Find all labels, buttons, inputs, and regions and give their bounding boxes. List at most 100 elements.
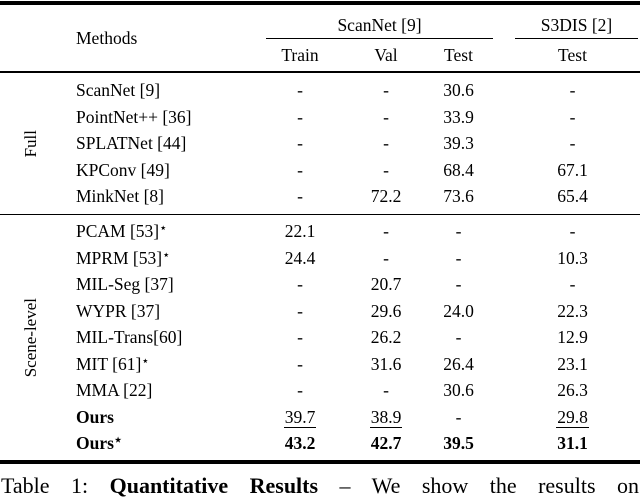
methods-column-header: Methods	[76, 27, 138, 48]
method-name: MIT [61]⋆	[62, 351, 240, 378]
cell-test: 73.6	[443, 186, 474, 206]
table-caption: Table 1: Quantitative Results – We show …	[0, 472, 640, 498]
col-header-scannet-train: Train	[281, 44, 319, 65]
table-row: MMA [22] - - 30.6 26.3	[62, 377, 640, 404]
cell-train: -	[297, 80, 303, 100]
method-label: MinkNet [8]	[76, 186, 164, 206]
cell-train: -	[297, 274, 303, 294]
cell-test: 33.9	[443, 106, 474, 127]
method-name: PCAM [53]⋆	[62, 218, 240, 245]
cell-train: 43.2	[284, 433, 316, 453]
cell-val: 26.2	[370, 327, 402, 347]
cell-train: -	[297, 353, 303, 374]
caption-prefix: Table 1:	[1, 472, 110, 498]
header-rule	[0, 71, 640, 73]
section-divider-rule	[0, 213, 640, 215]
cell-test: -	[455, 247, 462, 268]
table-top-rule	[0, 1, 640, 5]
section-scene-rows: PCAM [53]⋆ 22.1 - - - MPRM [53]⋆ 24.4 - …	[62, 215, 640, 460]
section-label-full: Full	[21, 129, 40, 157]
cell-s3dis-test: 67.1	[557, 159, 588, 180]
cell-test: 24.0	[443, 300, 474, 321]
table-bottom-rule	[0, 459, 640, 464]
cell-val: 72.2	[370, 186, 402, 206]
table-row: SPLATNet [44] - - 39.3 -	[62, 130, 640, 157]
cell-s3dis-test: 22.3	[557, 300, 588, 321]
col-header-s3dis-test: Test	[558, 44, 587, 65]
cell-train: -	[297, 300, 303, 321]
cell-val: -	[383, 380, 389, 400]
method-name: ScanNet [9]	[62, 77, 240, 104]
method-label: MPRM [53]	[76, 247, 163, 268]
cell-train: 22.1	[284, 221, 316, 241]
col-header-scannet-test: Test	[444, 44, 473, 65]
cell-s3dis-test: 65.4	[557, 186, 588, 206]
cell-s3dis-test: 23.1	[557, 353, 588, 374]
table-row: ScanNet [9] - - 30.6 -	[62, 77, 640, 104]
cell-train: 24.4	[284, 247, 316, 268]
table-row: WYPR [37] - 29.6 24.0 22.3	[62, 298, 640, 325]
cell-val: -	[383, 80, 389, 100]
method-name: MIL-Trans[60]	[62, 324, 240, 351]
method-label: KPConv [49]	[76, 159, 170, 180]
table-row: MPRM [53]⋆ 24.4 - - 10.3	[62, 245, 640, 272]
cell-val: 38.9	[369, 406, 403, 428]
section-full: Full ScanNet [9] - - 30.6 - PointNet++ […	[0, 73, 640, 214]
cell-train: -	[297, 106, 303, 127]
cell-train: 39.7	[283, 406, 317, 428]
cell-train: -	[297, 380, 303, 400]
method-label: Ours	[76, 433, 114, 453]
table-row: MinkNet [8] - 72.2 73.6 65.4	[62, 183, 640, 210]
cell-val: -	[383, 133, 389, 153]
cell-test: -	[455, 274, 462, 294]
method-name: WYPR [37]	[62, 298, 240, 325]
method-name: MPRM [53]⋆	[62, 245, 240, 272]
cell-s3dis-test: 10.3	[557, 247, 588, 268]
table-row: MIL-Seg [37] - 20.7 - -	[62, 271, 640, 298]
table-row: PCAM [53]⋆ 22.1 - - -	[62, 218, 640, 245]
cell-test: 26.4	[443, 353, 474, 374]
section-scene-level: Scene-level PCAM [53]⋆ 22.1 - - - MPRM […	[0, 215, 640, 460]
table-header: Methods ScanNet [9] S3DIS [2] Train Val …	[0, 5, 640, 71]
method-label: MIT [61]	[76, 353, 142, 374]
group-header-s3dis: S3DIS [2]	[515, 5, 638, 39]
section-label-column: Full	[0, 73, 62, 214]
cell-val: 42.7	[370, 433, 402, 453]
cell-s3dis-test: -	[569, 221, 576, 241]
cell-test: 39.3	[443, 133, 474, 153]
method-label: Ours	[76, 406, 114, 427]
method-name: SPLATNet [44]	[62, 130, 240, 157]
cell-s3dis-test: -	[569, 133, 576, 153]
cell-test: 68.4	[443, 159, 474, 180]
method-star: ⋆	[159, 220, 168, 235]
section-label-scene-level: Scene-level	[21, 297, 40, 377]
method-name: MIL-Seg [37]	[62, 271, 240, 298]
cell-train: -	[297, 327, 303, 347]
cell-train: -	[297, 159, 303, 180]
method-label: ScanNet [9]	[76, 80, 161, 100]
cell-s3dis-test: 29.8	[556, 406, 589, 428]
caption-text: – We show the results on	[318, 472, 639, 498]
cell-test: -	[455, 406, 462, 427]
cell-s3dis-test: 31.1	[557, 433, 588, 453]
method-name: MinkNet [8]	[62, 183, 240, 210]
table-row-ours-star: Ours⋆ 43.2 42.7 39.5 31.1	[62, 430, 640, 457]
cell-test: -	[455, 221, 462, 241]
table-row: PointNet++ [36] - - 33.9 -	[62, 104, 640, 131]
table-row: MIL-Trans[60] - 26.2 - 12.9	[62, 324, 640, 351]
method-label: PointNet++ [36]	[76, 106, 192, 127]
table-row: MIT [61]⋆ - 31.6 26.4 23.1	[62, 351, 640, 378]
cell-val: -	[383, 159, 389, 180]
method-label: SPLATNet [44]	[76, 133, 187, 153]
cell-s3dis-test: 26.3	[557, 380, 588, 400]
method-name: Ours⋆	[62, 430, 240, 457]
method-name: PointNet++ [36]	[62, 104, 240, 131]
section-label-column: Scene-level	[0, 215, 62, 460]
method-star: ⋆	[113, 432, 123, 447]
method-star: ⋆	[162, 246, 171, 262]
method-label: MIL-Seg [37]	[76, 274, 174, 294]
method-label: MMA [22]	[76, 380, 153, 400]
method-label: MIL-Trans[60]	[76, 327, 183, 347]
cell-train: -	[297, 133, 303, 153]
